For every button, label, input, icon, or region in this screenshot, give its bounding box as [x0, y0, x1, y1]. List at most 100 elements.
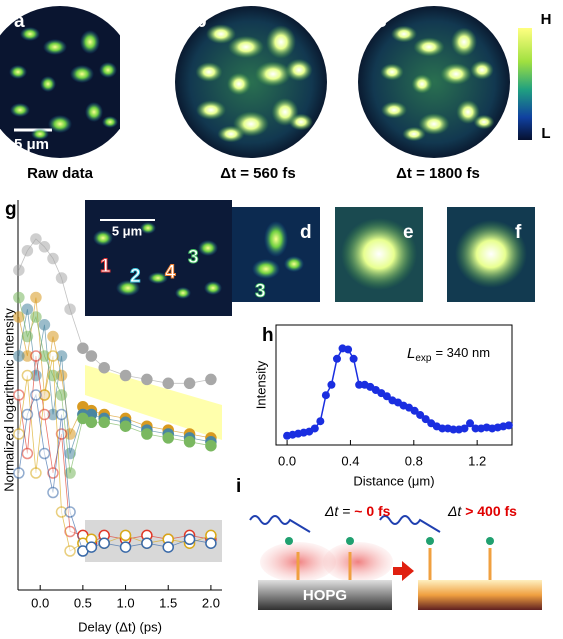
- x-tick-label: 0.8: [405, 453, 423, 468]
- substrate: [418, 580, 542, 610]
- electron: [285, 537, 293, 545]
- region-label: 1: [100, 256, 111, 277]
- blob: [195, 62, 223, 82]
- pulse: [249, 515, 311, 533]
- colorbar: [518, 28, 532, 140]
- blob: [255, 61, 291, 87]
- blob: [440, 63, 472, 85]
- point: [349, 354, 358, 363]
- point: [119, 541, 132, 553]
- blob: [20, 27, 40, 41]
- point: [55, 389, 68, 401]
- y-axis-label: Intensity: [253, 360, 268, 409]
- delay-prefix: Δt: [447, 503, 462, 519]
- blob: [93, 230, 113, 246]
- delay-value: > 400 fs: [465, 503, 517, 519]
- blob: [391, 25, 417, 43]
- point: [30, 350, 42, 362]
- blob: [341, 218, 417, 290]
- blob: [473, 114, 495, 130]
- point: [98, 416, 110, 429]
- point: [410, 406, 419, 415]
- x-tick-label: 0.4: [341, 453, 359, 468]
- x-axis-label: Delay (Δt) (ps): [78, 619, 162, 634]
- point: [162, 432, 174, 444]
- blob: [451, 27, 477, 57]
- x-tick-label: 2.0: [202, 595, 220, 610]
- panel-label: c: [376, 11, 387, 32]
- point: [119, 369, 132, 382]
- blob: [31, 128, 49, 140]
- point: [13, 291, 25, 304]
- panel-label: f: [515, 222, 522, 243]
- y-axis-label: Normalized logarithmic intensity: [1, 308, 16, 492]
- blob: [85, 102, 103, 122]
- point: [119, 420, 132, 432]
- electron: [426, 537, 434, 545]
- delay-value: ~ 0 fs: [354, 503, 390, 519]
- point: [30, 233, 42, 245]
- delay-text: Δt = ~ 0 fs: [324, 503, 391, 519]
- caption: Δt = 560 fs: [220, 165, 295, 182]
- point: [21, 330, 34, 343]
- point: [205, 439, 217, 452]
- point: [85, 350, 98, 362]
- point: [344, 345, 353, 354]
- colorbar-label: H: [541, 11, 552, 28]
- blob: [470, 60, 494, 80]
- blob: [289, 113, 313, 131]
- x-tick-label: 0.5: [74, 595, 92, 610]
- substrate: [258, 580, 392, 610]
- colorbar-label: L: [541, 125, 550, 142]
- blob: [285, 58, 313, 82]
- point: [30, 389, 42, 401]
- point: [13, 467, 25, 479]
- blob: [9, 65, 27, 79]
- blob: [206, 24, 236, 44]
- point: [316, 417, 325, 426]
- point: [141, 428, 153, 440]
- blob: [402, 126, 426, 142]
- caption: Δt = 1800 fs: [396, 165, 480, 182]
- blob: [198, 240, 218, 256]
- point: [38, 319, 51, 331]
- x-tick-label: 0.0: [31, 595, 49, 610]
- point: [21, 244, 34, 257]
- caption: Raw data: [27, 165, 94, 182]
- point: [47, 369, 59, 382]
- band: [85, 365, 222, 440]
- point: [55, 408, 68, 421]
- point: [416, 410, 425, 419]
- point: [85, 541, 98, 553]
- point: [504, 421, 513, 430]
- point: [47, 486, 59, 499]
- panel-label: e: [403, 222, 414, 243]
- point: [64, 545, 76, 557]
- x-tick-label: 1.2: [468, 453, 486, 468]
- blob: [381, 101, 407, 119]
- blob: [456, 100, 480, 124]
- point: [119, 529, 132, 542]
- point: [77, 342, 89, 354]
- scale-label: 5 μm: [14, 136, 49, 153]
- blob: [10, 103, 30, 117]
- point: [183, 436, 196, 448]
- blob: [264, 221, 288, 257]
- point: [327, 380, 336, 389]
- blob: [204, 281, 222, 295]
- point: [466, 419, 475, 428]
- blob: [175, 287, 191, 299]
- point: [98, 537, 110, 549]
- region-label: 3: [188, 247, 199, 268]
- blob: [148, 272, 168, 284]
- point: [55, 272, 68, 284]
- point: [205, 373, 217, 386]
- blob: [252, 259, 280, 279]
- point: [321, 391, 330, 400]
- blob: [418, 113, 450, 135]
- pulse: [379, 515, 441, 533]
- point: [47, 350, 59, 362]
- plot-frame: [275, 324, 513, 446]
- blob: [70, 65, 94, 83]
- point: [13, 389, 25, 401]
